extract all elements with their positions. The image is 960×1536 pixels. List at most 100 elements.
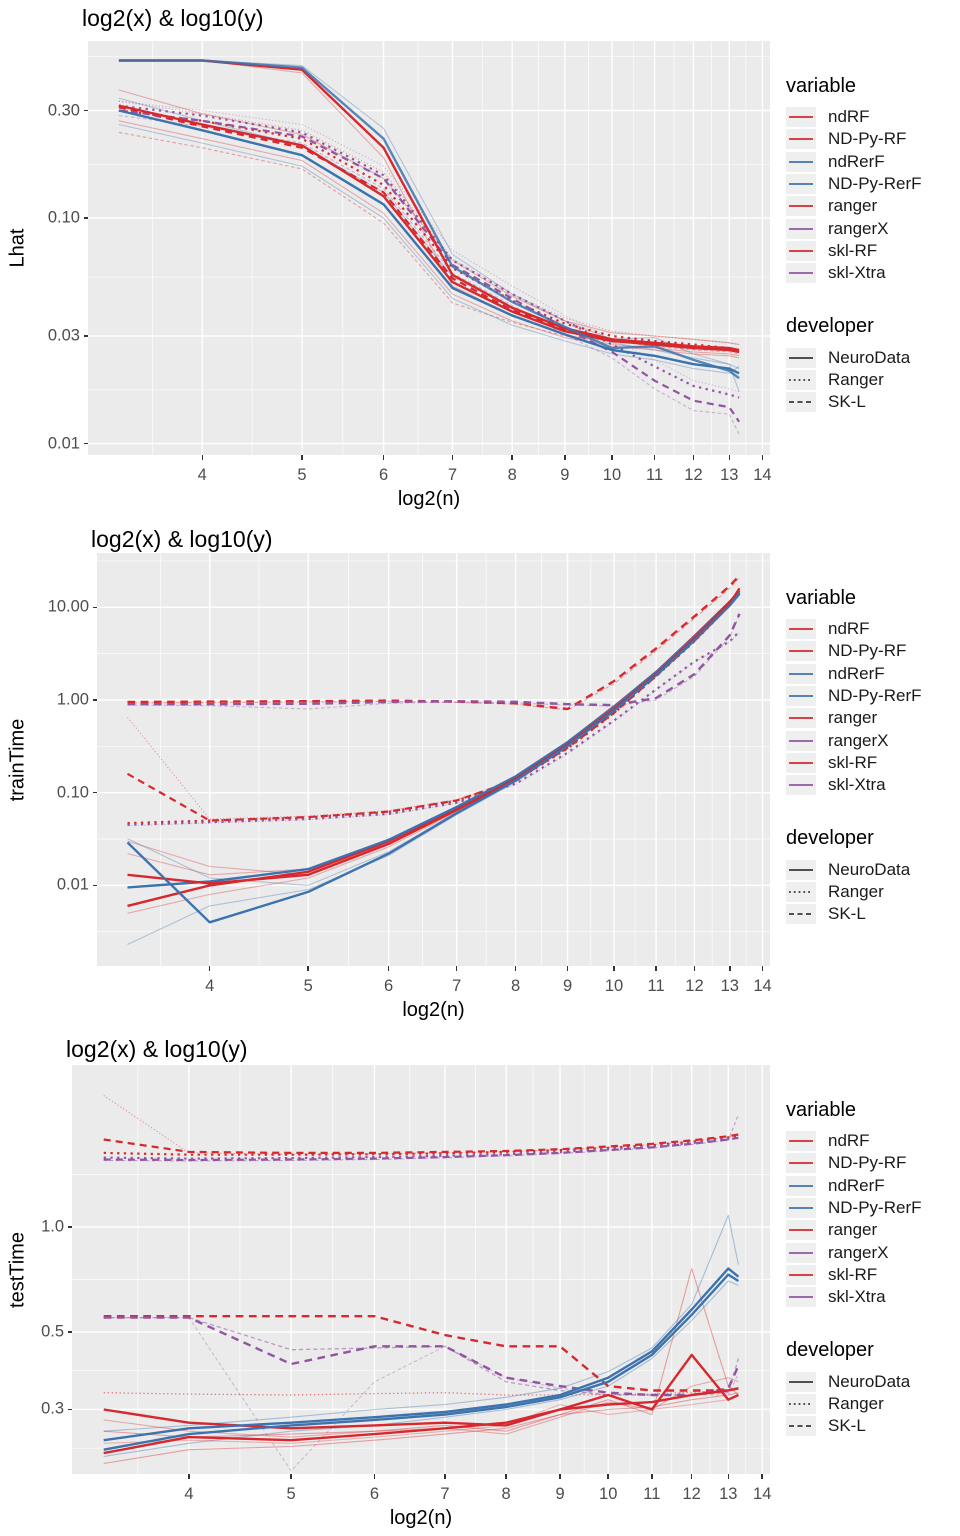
y-tick-mark [92, 606, 97, 609]
series-ndrf-trial [118, 59, 740, 357]
legend-key-line-icon [786, 1264, 816, 1285]
x-tick-label: 12 [685, 977, 704, 995]
legend-entry-label: NeuroData [828, 1371, 911, 1391]
legend-key-line-icon [786, 240, 816, 261]
legend-key-line-icon [786, 1175, 816, 1196]
x-tick-mark [728, 455, 730, 460]
legend-key-linetype-icon [786, 369, 816, 390]
legend: variable ndRF ND-Py-RF ndRerF ND-Py-RerF ran… [786, 572, 960, 925]
series-ndrerf-trial [118, 59, 740, 370]
legend-entry-ndrerf: ndRerF [786, 1175, 960, 1197]
legend-variable-entries: ndRF ND-Py-RF ndRerF ND-Py-RerF ranger ranger… [786, 1130, 960, 1308]
legend-entry-sk-l: SK-L [786, 1415, 960, 1437]
x-tick-mark [655, 966, 657, 971]
legend-entry-label: rangerX [828, 218, 889, 238]
series-nd-py-rerf-mean [118, 109, 740, 375]
x-tick-label: 14 [753, 1485, 772, 1503]
legend-key-line-icon [786, 218, 816, 239]
legend-entry-label: ND-Py-RerF [828, 686, 922, 706]
legend-entry-label: skl-RF [828, 752, 878, 772]
legend-entry-label: ND-Py-RF [828, 129, 907, 149]
plot-panel [72, 1065, 770, 1474]
y-tick-label: 0.01 [47, 434, 80, 453]
x-tick-label: 7 [440, 1485, 450, 1503]
y-tick-mark [83, 442, 88, 445]
legend-variable-entries: ndRF ND-Py-RF ndRerF ND-Py-RerF ranger ranger… [786, 106, 960, 284]
series-ndrerf-mean [118, 59, 740, 380]
legend-key-line-icon [786, 663, 816, 684]
y-tick-label: 0.3 [41, 1399, 64, 1418]
x-tick-label: 5 [286, 1485, 296, 1503]
legend-entry-label: ndRerF [828, 663, 885, 683]
legend-key-line-icon [786, 641, 816, 662]
series-skl-xtra-top-mean [103, 1136, 739, 1162]
y-tick-label: 1.0 [41, 1217, 64, 1236]
legend-entry-skl-rf: skl-RF [786, 752, 960, 774]
legend-variable-entries: ndRF ND-Py-RF ndRerF ND-Py-RerF ranger ranger… [786, 618, 960, 796]
legend-entry-ndrf: ndRF [786, 1130, 960, 1152]
legend-entry-skl-rf: skl-RF [786, 240, 960, 262]
chart-canvas [97, 553, 770, 966]
legend-title-developer: developer [786, 1339, 874, 1362]
series-nd-py-rf-mean [103, 1387, 739, 1455]
series-ndrf-trial-2 [127, 588, 740, 876]
legend-entry-nd-py-rf: ND-Py-RF [786, 128, 960, 150]
series-nd-py-rf-mean [118, 104, 740, 354]
x-tick-label: 13 [720, 466, 739, 484]
legend-key-line-icon [786, 1287, 816, 1308]
y-axis-title: Lhat [6, 228, 29, 268]
x-tick-mark [729, 966, 731, 971]
series-nd-py-rerf-trial [103, 1280, 739, 1458]
chart-canvas [72, 1065, 770, 1474]
legend-entry-label: skl-RF [828, 240, 878, 260]
legend-entry-label: ND-Py-RerF [828, 1198, 922, 1218]
x-tick-mark [451, 455, 454, 460]
legend-entry-label: rangerX [828, 1242, 889, 1262]
legend-entry-ranger: ranger [786, 1219, 960, 1241]
x-tick-label: 13 [719, 1485, 738, 1503]
legend-entry-label: skl-Xtra [828, 1287, 886, 1307]
legend-entry-label: ndRF [828, 1131, 870, 1151]
series-ndrerf-trial [127, 594, 740, 945]
x-tick-mark [505, 1474, 507, 1479]
legend-entry-label: ndRF [828, 107, 870, 127]
series-ndrerf-mean [126, 592, 741, 924]
y-tick-label: 0.01 [56, 875, 89, 894]
y-tick-label: 0.5 [41, 1322, 64, 1341]
y-tick-label: 0.03 [47, 326, 80, 345]
legend-key-linetype-icon [786, 347, 816, 368]
legend-entry-label: ranger [828, 196, 878, 216]
x-tick-mark [387, 966, 390, 971]
x-tick-label: 4 [197, 466, 207, 484]
chart-canvas [88, 41, 770, 455]
x-tick-mark [653, 455, 656, 460]
series-ndrerf-mean [103, 1267, 740, 1442]
legend-entry-ranger: ranger [786, 707, 960, 729]
legend-key-linetype-icon [786, 1371, 816, 1392]
legend-entry-neurodata: NeuroData [786, 858, 960, 880]
x-tick-mark [455, 966, 458, 971]
x-tick-mark [761, 455, 764, 460]
legend-entry-nd-py-rerf: ND-Py-RerF [786, 1197, 960, 1219]
x-tick-mark [290, 1474, 292, 1479]
legend-entry-rangerx: rangerX [786, 1241, 960, 1263]
legend-entry-label: NeuroData [828, 859, 911, 879]
chart-traintime: log2(x) & log10(y) trainTime log2(n) var… [0, 512, 960, 1024]
legend-key-line-icon [786, 1131, 816, 1152]
legend-entry-ranger: Ranger [786, 369, 960, 391]
x-tick-mark [444, 1474, 446, 1479]
legend-entry-label: skl-Xtra [828, 775, 886, 795]
x-tick-label: 6 [369, 1485, 380, 1503]
series-skl-rf-trial [127, 577, 740, 711]
y-tick-mark [83, 217, 88, 219]
x-tick-label: 6 [384, 977, 394, 995]
x-tick-label: 12 [682, 1485, 701, 1503]
series-skl-rf-top-mean [103, 1133, 739, 1155]
x-tick-mark [514, 966, 517, 971]
legend-key-linetype-icon [786, 881, 816, 902]
x-tick-label: 8 [501, 1485, 511, 1503]
series-skl-xtra-trial [118, 114, 740, 435]
x-tick-mark [301, 455, 303, 460]
legend-key-linetype-icon [786, 1393, 816, 1414]
legend-entry-label: ND-Py-RerF [828, 174, 922, 194]
